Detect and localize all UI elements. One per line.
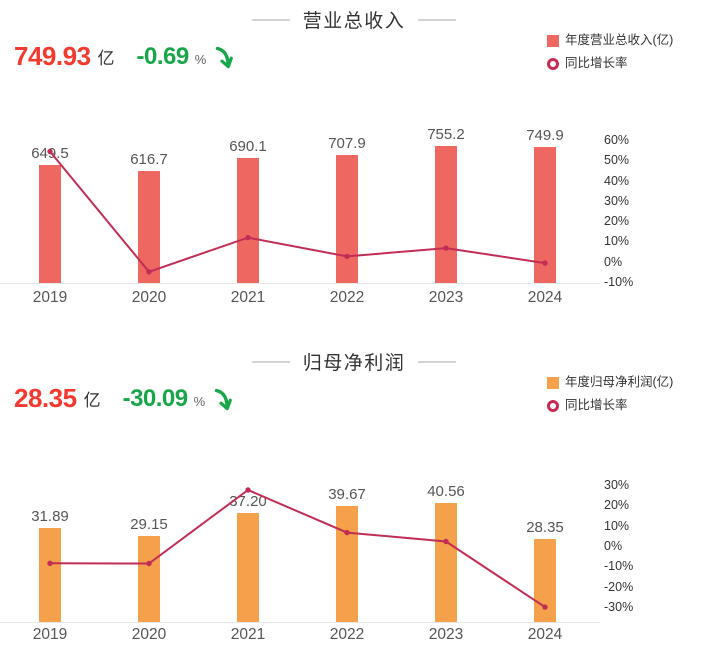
title-dash-left [251, 360, 290, 363]
x-axis-label-2019: 2019 [32, 626, 68, 643]
bar-value-label-2021: 690.1 [229, 137, 267, 155]
bar-2020[interactable] [138, 536, 160, 622]
title-dash-right [418, 18, 457, 21]
y-axis-tick-label: 30% [604, 478, 630, 493]
profit-title-row: 归母净利润 [0, 348, 708, 375]
bar-2024[interactable] [534, 146, 556, 283]
bar-value-label-2022: 707.9 [328, 134, 366, 152]
bar-2020[interactable] [138, 171, 160, 283]
legend-item-line[interactable]: 同比增长率 [547, 57, 673, 70]
bar-value-label-2022: 39.67 [328, 485, 366, 503]
bar-2022[interactable] [336, 154, 358, 283]
bar-value-label-2024: 749.9 [526, 126, 564, 144]
bar-value-label-2021: 37.20 [229, 492, 267, 510]
y-axis-tick-label: 20% [604, 214, 630, 229]
bar-value-label-2020: 616.7 [130, 151, 168, 169]
legend-item-line[interactable]: 同比增长率 [547, 399, 673, 412]
down-arrow-icon [215, 45, 234, 70]
revenue-legend: 年度营业总收入(亿) 同比增长率 [547, 34, 673, 70]
x-axis-label-2023: 2023 [428, 626, 464, 643]
x-axis-label-2021: 2021 [230, 626, 266, 643]
y-axis-tick-label: -10% [604, 559, 634, 574]
title-dash-right [418, 360, 457, 363]
y-axis-tick-label: 10% [604, 518, 630, 533]
x-axis-label-2019: 2019 [32, 289, 68, 306]
y-axis-tick-label: 20% [604, 498, 630, 513]
x-axis-label-2022: 2022 [329, 289, 365, 306]
legend-item-bar[interactable]: 年度归母净利润(亿) [547, 376, 673, 389]
bar-2019[interactable] [39, 165, 61, 283]
revenue-section: 营业总收入 749.93 亿 -0.69 % 年度营业总收入(亿) 同比增长率 [0, 0, 708, 333]
bar-value-label-2020: 29.15 [130, 516, 168, 534]
revenue-title-row: 营业总收入 [0, 6, 708, 33]
y-axis-tick-label: 60% [604, 132, 630, 147]
x-axis-label-2020: 2020 [131, 289, 167, 306]
y-axis-tick-label: 0% [604, 539, 623, 553]
revenue-chart: 649.5 2019 616.7 2020 690.1 2021 707.9 2022 755.… [0, 125, 656, 315]
y-axis-tick-label: -30% [604, 599, 634, 614]
down-arrow-icon [214, 387, 233, 412]
y-axis-tick-label: 10% [604, 234, 630, 249]
growth-line-layer [47, 148, 548, 275]
legend-label: 同比增长率 [565, 398, 628, 412]
bar-value-label-2019: 31.89 [31, 508, 69, 526]
profit-change-percent: -30.09 [122, 385, 189, 412]
title-dash-left [251, 18, 290, 21]
revenue-stat-row: 749.93 亿 -0.69 % [14, 43, 234, 70]
bar-2022[interactable] [336, 505, 358, 622]
bar-value-label-2024: 28.35 [526, 518, 564, 536]
bar-value-label-2019: 649.5 [31, 145, 69, 163]
growth-line [49, 488, 546, 608]
profit-chart-title: 归母净利润 [302, 353, 406, 374]
growth-line [49, 150, 546, 273]
profit-value: 28.35 [14, 383, 77, 413]
bar-2024[interactable] [534, 538, 556, 622]
bar-value-label-2023: 755.2 [427, 126, 465, 143]
revenue-unit: 亿 [97, 49, 115, 68]
bar-2021[interactable] [237, 157, 259, 283]
profit-legend: 年度归母净利润(亿) 同比增长率 [547, 376, 673, 412]
legend-label: 年度营业总收入(亿) [565, 33, 674, 47]
bar-2023[interactable] [435, 146, 457, 283]
profit-stat-row: 28.35 亿 -30.09 % [14, 385, 233, 412]
x-axis-label-2021: 2021 [230, 289, 266, 306]
bar-2019[interactable] [39, 528, 61, 622]
x-axis-label-2022: 2022 [329, 626, 365, 643]
line-swatch-icon [547, 57, 559, 70]
x-axis-label-2020: 2020 [131, 626, 167, 643]
bar-value-label-2023: 40.56 [427, 483, 465, 500]
x-axis-label-2024: 2024 [527, 626, 563, 643]
x-axis-label-2023: 2023 [428, 289, 464, 306]
line-swatch-icon [547, 399, 559, 412]
y-axis-tick-label: 30% [604, 193, 630, 208]
bar-2021[interactable] [237, 512, 259, 622]
y-axis-tick-label: 50% [604, 153, 630, 168]
x-axis-label-2024: 2024 [527, 289, 563, 306]
y-axis-tick-label: -10% [604, 274, 634, 289]
profit-unit: 亿 [83, 391, 101, 410]
y-axis-tick-label: 0% [604, 254, 623, 269]
profit-chart: 31.89 2019 29.15 2020 37.20 2021 39.67 2022 40.5… [0, 470, 656, 660]
legend-label: 同比增长率 [565, 56, 628, 70]
legend-label: 年度归母净利润(亿) [565, 375, 674, 389]
revenue-change-percent: -0.69 [136, 43, 190, 70]
y-axis-tick-label: -20% [604, 579, 634, 594]
revenue-chart-title: 营业总收入 [302, 11, 406, 32]
bar-swatch-icon [547, 376, 559, 389]
bar-swatch-icon [547, 34, 559, 47]
percent-sign: % [193, 394, 206, 409]
bar-2023[interactable] [435, 503, 457, 622]
x-axis-line [0, 283, 600, 284]
percent-sign: % [194, 52, 207, 67]
y-axis-tick-label: 40% [604, 173, 630, 188]
legend-item-bar[interactable]: 年度营业总收入(亿) [547, 34, 673, 47]
revenue-value: 749.93 [14, 41, 91, 71]
profit-section: 归母净利润 28.35 亿 -30.09 % 年度归母净利润(亿) 同比增长率 [0, 342, 708, 667]
x-axis-line [0, 622, 600, 623]
